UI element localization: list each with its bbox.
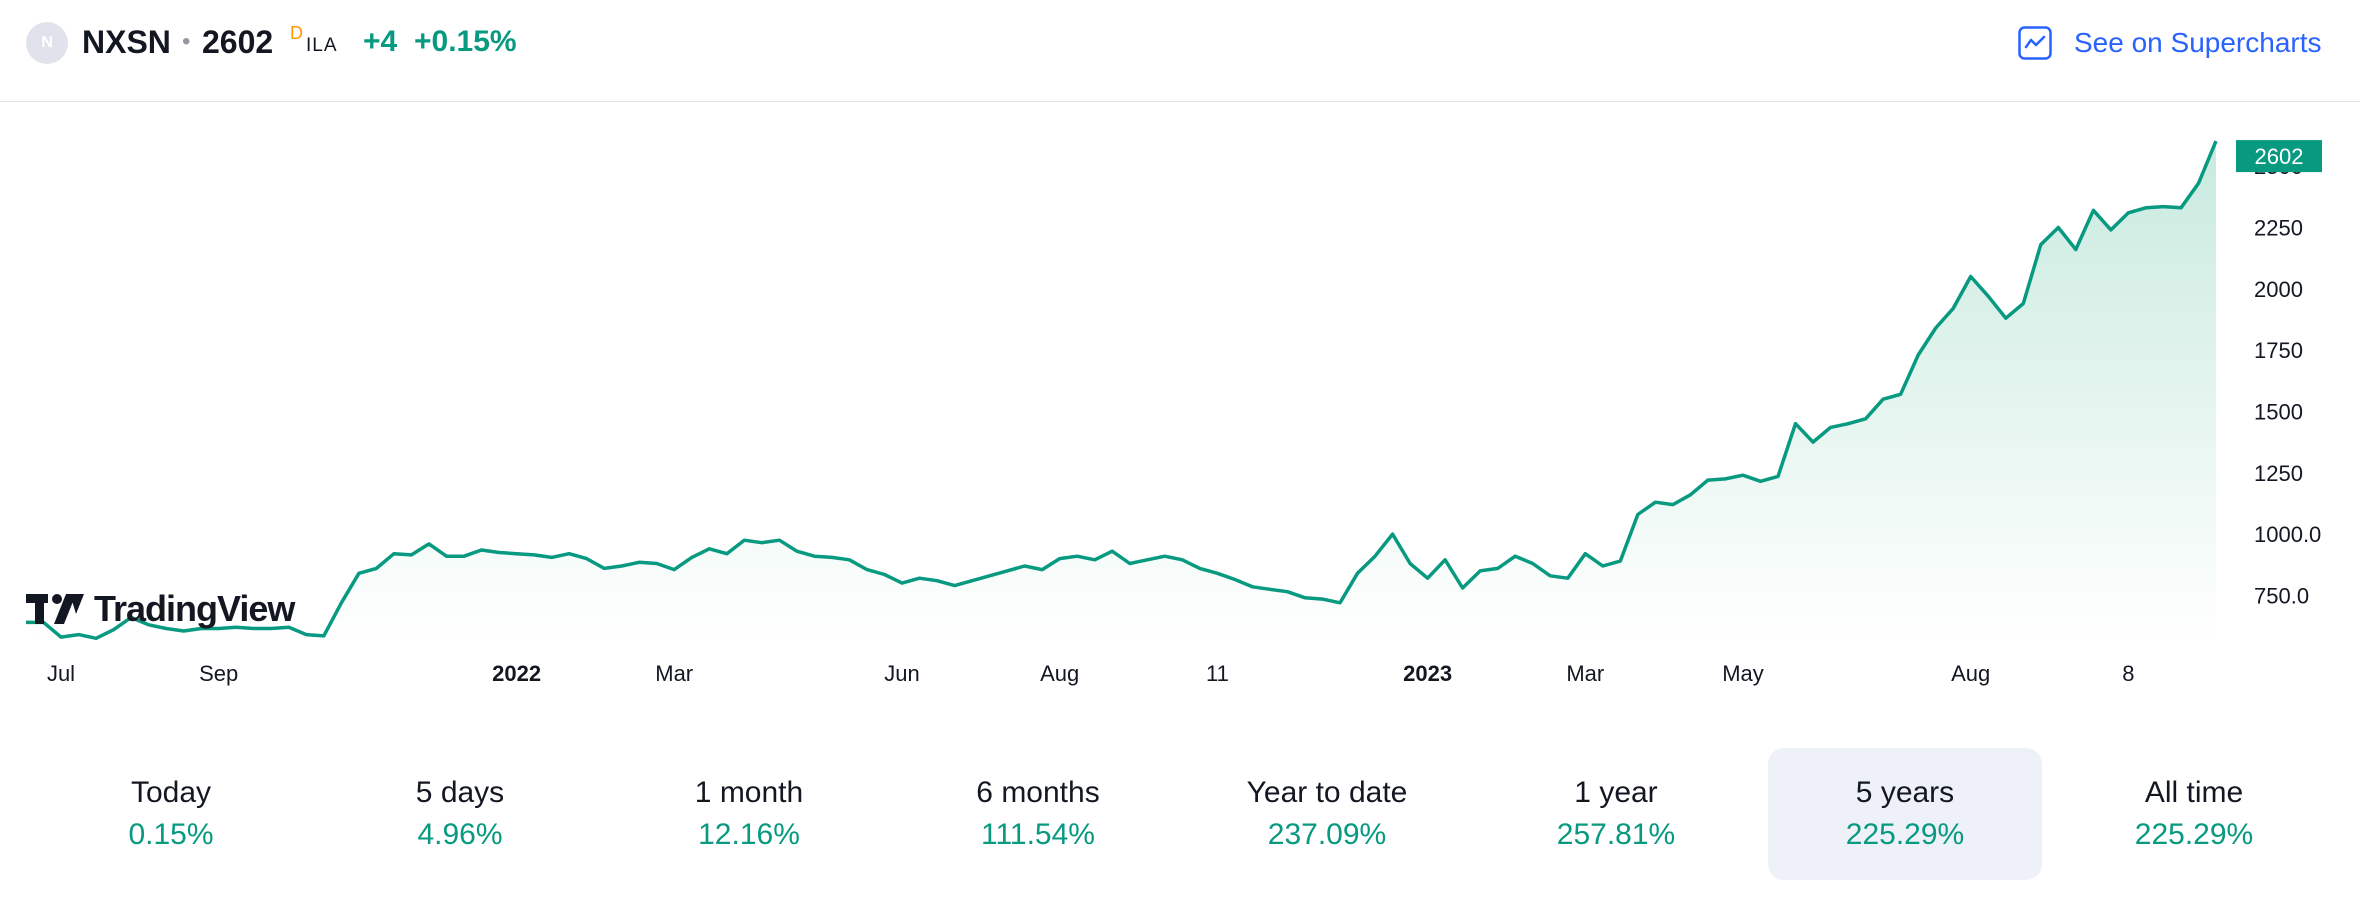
y-axis-tick-label: 1250 <box>2254 461 2303 486</box>
period-change-value: 257.81% <box>1556 818 1676 851</box>
period-5-days[interactable]: 5 days 4.96% <box>323 748 597 880</box>
tradingview-logo[interactable]: TradingView <box>26 588 295 630</box>
x-axis-tick-label: May <box>1722 661 1764 686</box>
period-change-value: 225.29% <box>2134 818 2254 851</box>
price-area-fill <box>26 141 2216 642</box>
period-change-value: 237.09% <box>1267 818 1387 851</box>
x-axis-tick-label: 2023 <box>1403 661 1452 686</box>
x-axis-tick-label: Jul <box>47 661 75 686</box>
separator-dot: • <box>182 28 191 55</box>
performance-periods: Today 0.15% 5 days 4.96% 1 month 12.16% 6 mont… <box>0 748 2360 880</box>
delayed-data-badge[interactable]: D <box>290 23 303 43</box>
exchange-label: ILA <box>306 35 338 56</box>
period-change-value: 4.96% <box>417 818 503 851</box>
period-1-year[interactable]: 1 year 257.81% <box>1479 748 1753 880</box>
period-change-value: 225.29% <box>1845 818 1965 851</box>
x-axis-tick-label: Jun <box>884 661 919 686</box>
period-change-value: 111.54% <box>981 818 1095 851</box>
y-axis-tick-label: 2250 <box>2254 216 2303 241</box>
period-label: 5 days <box>415 776 505 809</box>
last-price: 2602 <box>202 24 274 60</box>
period-today[interactable]: Today 0.15% <box>34 748 308 880</box>
y-axis-tick-label: 1000.0 <box>2254 522 2321 547</box>
last-price-label-bg <box>2236 140 2322 173</box>
symbol-logo: N <box>26 22 68 64</box>
y-axis-tick-label: 1500 <box>2254 399 2303 424</box>
x-axis-tick-label: 8 <box>2122 661 2134 686</box>
period-label: Year to date <box>1246 776 1408 809</box>
last-price-label: 2602 <box>2255 144 2304 169</box>
price-chart[interactable]: 750.01000.0125015001750200022502500JulSe… <box>0 102 2360 702</box>
period-label: 1 year <box>1574 776 1658 809</box>
see-on-supercharts-label: See on Supercharts <box>2074 27 2322 58</box>
y-axis-tick-label: 1750 <box>2254 338 2303 363</box>
symbol-header: N NXSN • 2602 D ILA +4 +0.15% See on Sup… <box>0 0 2360 102</box>
period-label: All time <box>2144 776 2244 809</box>
y-axis-tick-label: 2000 <box>2254 277 2303 302</box>
symbol-name[interactable]: NXSN <box>82 24 171 60</box>
tradingview-brand-text: TradingView <box>94 588 295 629</box>
x-axis-tick-label: Aug <box>1040 661 1079 686</box>
tradingview-logo-icon <box>26 594 84 624</box>
x-axis-tick-label: Aug <box>1951 661 1990 686</box>
period-6-months[interactable]: 6 months 111.54% <box>901 748 1175 880</box>
period-label: 6 months <box>976 776 1100 809</box>
period-label: 1 month <box>694 776 804 809</box>
period-label: Today <box>130 776 212 809</box>
price-change-percent: +0.15% <box>414 25 517 58</box>
period-year-to-date[interactable]: Year to date 237.09% <box>1190 748 1464 880</box>
period-all-time[interactable]: All time 225.29% <box>2057 748 2331 880</box>
x-axis-tick-label: Mar <box>655 661 693 686</box>
x-axis-tick-label: 2022 <box>492 661 541 686</box>
x-axis-tick-label: 11 <box>1206 661 1229 686</box>
period-1-month[interactable]: 1 month 12.16% <box>612 748 886 880</box>
period-change-value: 0.15% <box>128 818 214 851</box>
y-axis-tick-label: 750.0 <box>2254 583 2309 608</box>
price-line-series[interactable] <box>26 140 2218 641</box>
chart-line-icon <box>2018 26 2052 60</box>
price-change: +4 <box>363 25 398 58</box>
x-axis-tick-label: Mar <box>1566 661 1604 686</box>
price-chart-canvas[interactable]: 750.01000.0125015001750200022502500JulSe… <box>0 102 2360 702</box>
x-axis-tick-label: Sep <box>199 661 238 686</box>
symbol-logo-letter: N <box>41 34 53 51</box>
period-change-value: 12.16% <box>698 818 800 851</box>
see-on-supercharts-link[interactable]: See on Supercharts <box>2018 20 2322 66</box>
period-5-years[interactable]: 5 years 225.29% <box>1768 748 2042 880</box>
period-label: 5 years <box>1855 776 1955 809</box>
